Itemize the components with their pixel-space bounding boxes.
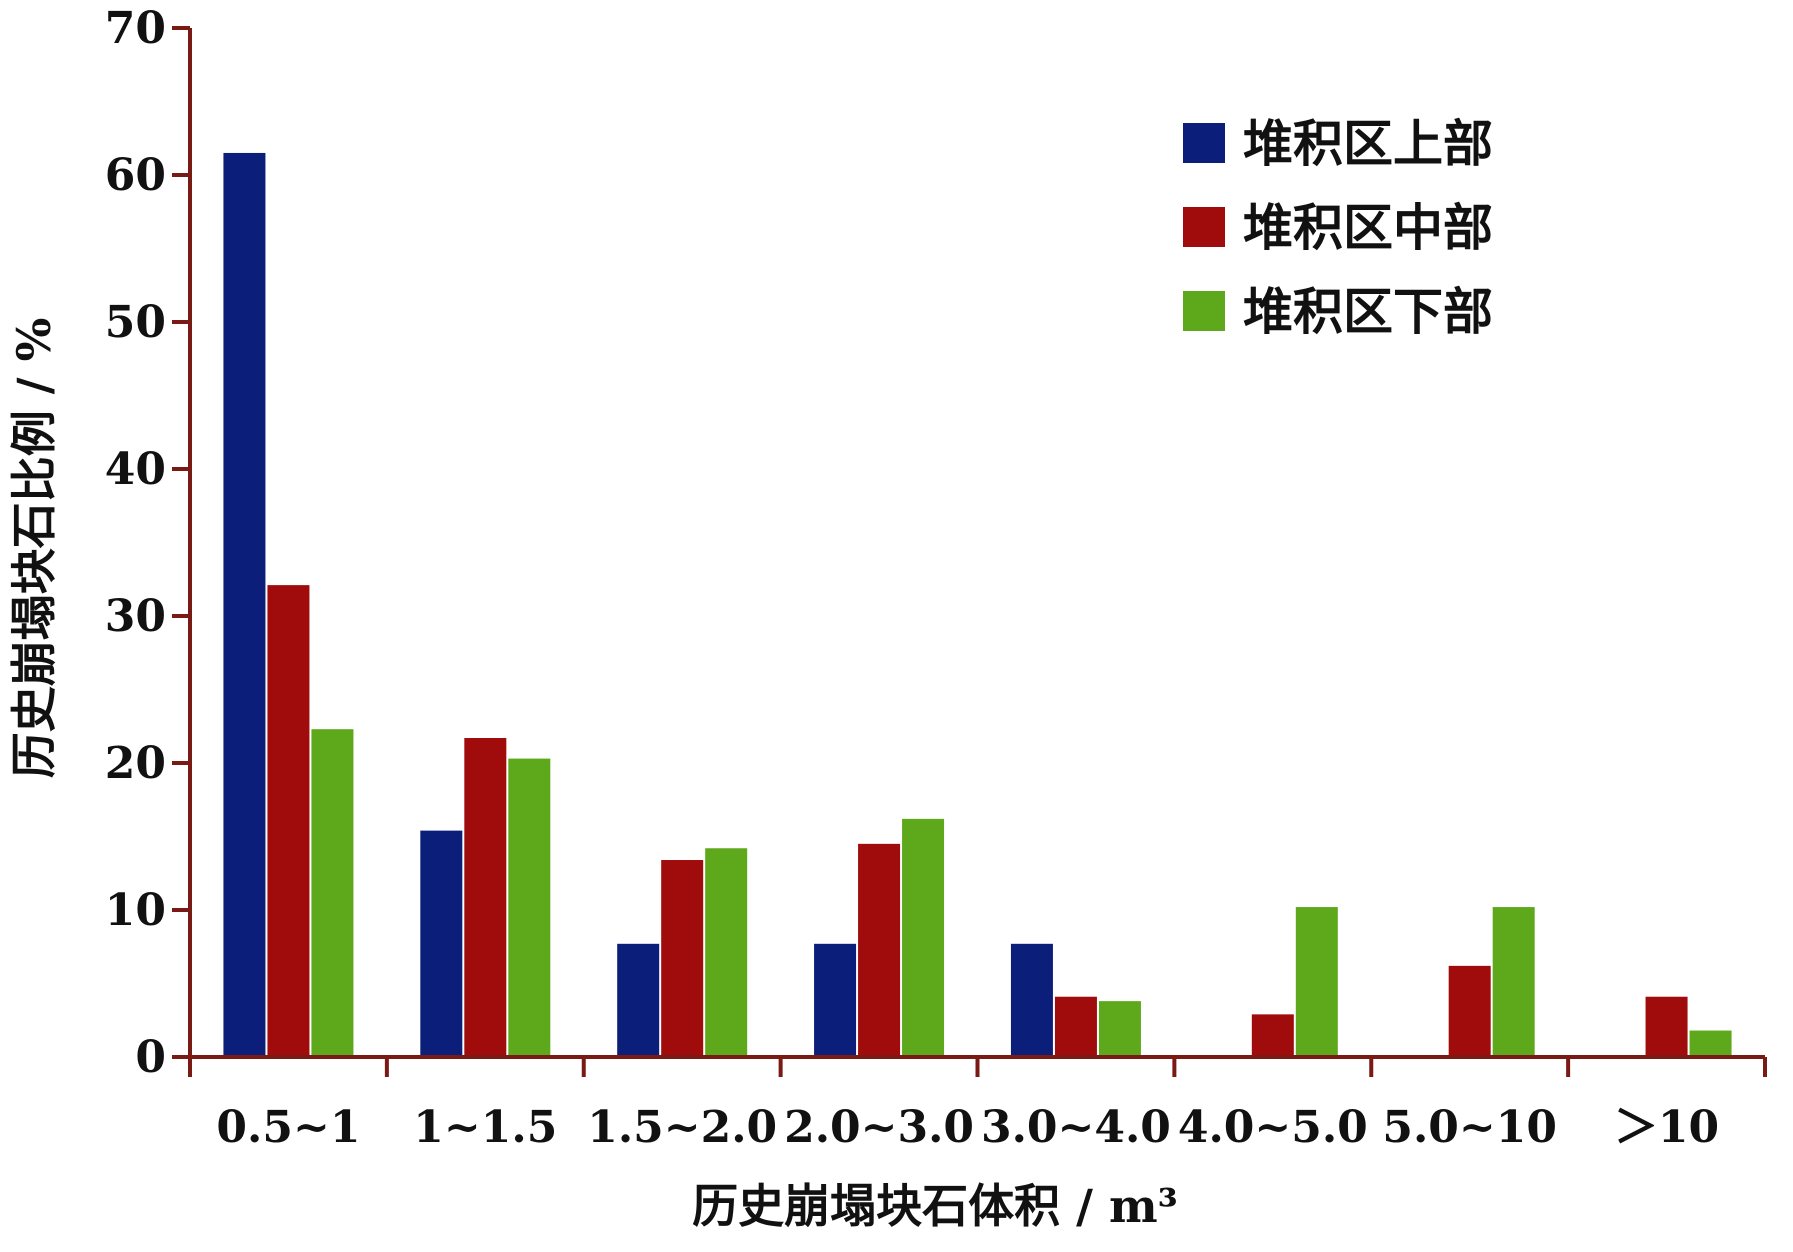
bar bbox=[1054, 996, 1097, 1057]
legend-label: 堆积区上部 bbox=[1243, 114, 1493, 173]
bar bbox=[420, 830, 463, 1057]
bar bbox=[508, 758, 551, 1057]
y-tick-label: 0 bbox=[135, 1032, 166, 1083]
bar bbox=[617, 943, 660, 1057]
x-tick-label: 3.0~4.0 bbox=[981, 1102, 1171, 1153]
bar bbox=[1689, 1030, 1732, 1057]
x-tick-label: 1.5~2.0 bbox=[587, 1102, 777, 1153]
y-tick-label: 60 bbox=[105, 150, 166, 201]
legend-swatch bbox=[1183, 123, 1225, 163]
legend-label: 堆积区中部 bbox=[1243, 198, 1493, 257]
bar bbox=[1010, 943, 1053, 1057]
y-tick-label: 50 bbox=[105, 297, 166, 348]
x-tick-label: 4.0~5.0 bbox=[1178, 1102, 1368, 1153]
bar bbox=[464, 738, 507, 1057]
x-tick-label: 1~1.5 bbox=[413, 1102, 557, 1153]
bar bbox=[1295, 907, 1338, 1057]
legend-label: 堆积区下部 bbox=[1243, 282, 1493, 341]
bar bbox=[1448, 965, 1491, 1057]
bar bbox=[267, 585, 310, 1057]
legend-swatch bbox=[1183, 291, 1225, 331]
bar bbox=[1251, 1014, 1294, 1057]
legend-swatch bbox=[1183, 207, 1225, 247]
x-tick-label: ＞10 bbox=[1614, 1102, 1719, 1153]
y-tick-label: 20 bbox=[105, 738, 166, 789]
y-tick-label: 70 bbox=[105, 3, 166, 54]
bars-group bbox=[223, 152, 1732, 1057]
bar bbox=[661, 860, 704, 1057]
x-axis-ticks: 0.5~1 1~1.5 1.5~2.0 2.0~3.0 3.0~4.0 4.0~5.0 5.… bbox=[188, 1057, 1767, 1153]
x-tick-label: 5.0~10 bbox=[1382, 1102, 1557, 1153]
y-axis-title: 历史崩塌块石比例 / % bbox=[7, 318, 61, 779]
y-tick-label: 10 bbox=[105, 885, 166, 936]
bar bbox=[1492, 907, 1535, 1057]
x-axis-title: 历史崩塌块石体积 / m³ bbox=[692, 1179, 1178, 1233]
bar bbox=[705, 848, 748, 1057]
bar bbox=[1098, 1001, 1141, 1057]
x-tick-label: 0.5~1 bbox=[216, 1102, 360, 1153]
y-tick-label: 40 bbox=[105, 444, 166, 495]
y-tick-label: 30 bbox=[105, 591, 166, 642]
bar bbox=[311, 729, 354, 1057]
y-axis-ticks: 0 10 20 30 40 50 60 70 bbox=[105, 3, 190, 1083]
bar bbox=[814, 943, 857, 1057]
bar bbox=[1645, 996, 1688, 1057]
bar bbox=[858, 843, 901, 1057]
bar bbox=[902, 818, 945, 1057]
bar bbox=[223, 152, 266, 1057]
x-tick-label: 2.0~3.0 bbox=[784, 1102, 974, 1153]
